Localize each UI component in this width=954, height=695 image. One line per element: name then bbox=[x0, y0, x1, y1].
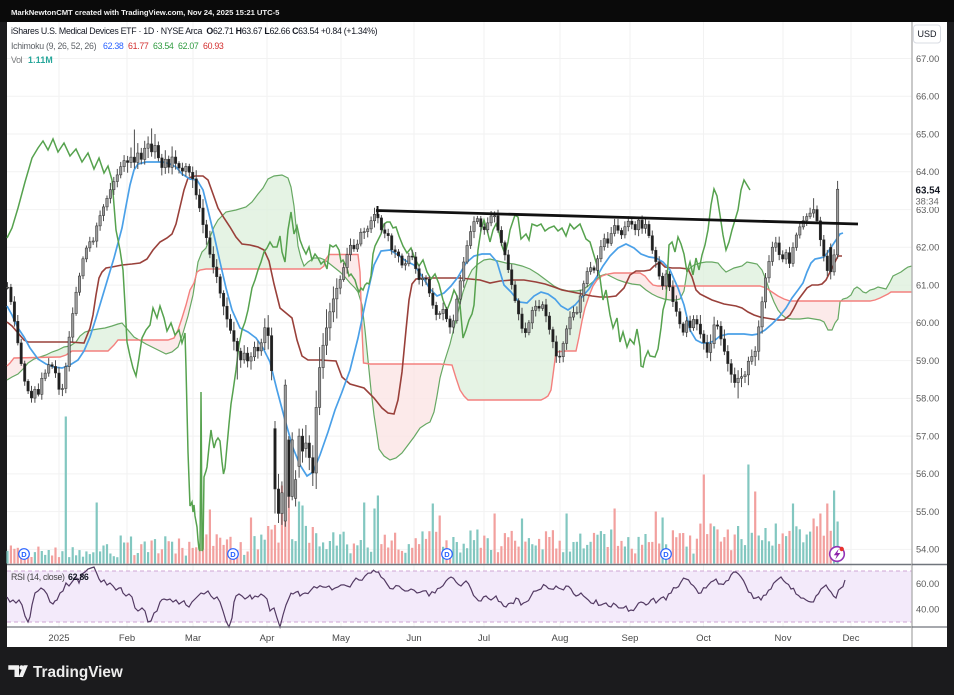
svg-text:Feb: Feb bbox=[119, 633, 135, 644]
svg-text:66.00: 66.00 bbox=[916, 92, 939, 102]
svg-text:Sep: Sep bbox=[622, 633, 639, 644]
svg-text:TradingView: TradingView bbox=[33, 664, 123, 681]
svg-text:D: D bbox=[230, 550, 236, 559]
svg-text:56.00: 56.00 bbox=[916, 469, 939, 479]
svg-text:59.00: 59.00 bbox=[916, 356, 939, 366]
svg-text:MarkNewtonCMT created with Tra: MarkNewtonCMT created with TradingView.c… bbox=[11, 8, 280, 17]
svg-text:D: D bbox=[444, 550, 450, 559]
svg-text:D: D bbox=[663, 550, 669, 559]
svg-text:iShares U.S. Medical Devices E: iShares U.S. Medical Devices ETF · 1D · … bbox=[11, 26, 378, 36]
svg-text:40.00: 40.00 bbox=[916, 605, 939, 615]
svg-text:2025: 2025 bbox=[48, 633, 69, 644]
svg-text:D: D bbox=[21, 550, 27, 559]
svg-text:63.00: 63.00 bbox=[916, 205, 939, 215]
svg-text:65.00: 65.00 bbox=[916, 129, 939, 139]
svg-text:Jul: Jul bbox=[478, 633, 490, 644]
svg-text:64.00: 64.00 bbox=[916, 167, 939, 177]
svg-text:USD: USD bbox=[917, 29, 937, 39]
svg-text:58.00: 58.00 bbox=[916, 394, 939, 404]
svg-text:60.00: 60.00 bbox=[916, 318, 939, 328]
svg-text:67.00: 67.00 bbox=[916, 54, 939, 64]
svg-text:Oct: Oct bbox=[696, 633, 711, 644]
svg-text:Apr: Apr bbox=[260, 633, 275, 644]
svg-text:Dec: Dec bbox=[843, 633, 860, 644]
svg-text:55.00: 55.00 bbox=[916, 507, 939, 517]
svg-text:RSI (14, close)62.86: RSI (14, close) 62.86 bbox=[11, 572, 89, 582]
svg-text:Jun: Jun bbox=[406, 633, 421, 644]
svg-text:Nov: Nov bbox=[775, 633, 792, 644]
svg-text:May: May bbox=[332, 633, 350, 644]
svg-text:57.00: 57.00 bbox=[916, 431, 939, 441]
svg-text:62.00: 62.00 bbox=[916, 243, 939, 253]
svg-text:60.00: 60.00 bbox=[916, 579, 939, 589]
svg-text:61.00: 61.00 bbox=[916, 280, 939, 290]
svg-text:63.54: 63.54 bbox=[916, 186, 941, 197]
svg-text:54.00: 54.00 bbox=[916, 545, 939, 555]
svg-text:38:34: 38:34 bbox=[916, 197, 939, 207]
svg-text:Aug: Aug bbox=[552, 633, 569, 644]
svg-text:Mar: Mar bbox=[185, 633, 201, 644]
svg-text:Ichimoku (9, 26, 52, 26)62.386: Ichimoku (9, 26, 52, 26) 62.38 61.77 63.54 6… bbox=[11, 41, 224, 51]
